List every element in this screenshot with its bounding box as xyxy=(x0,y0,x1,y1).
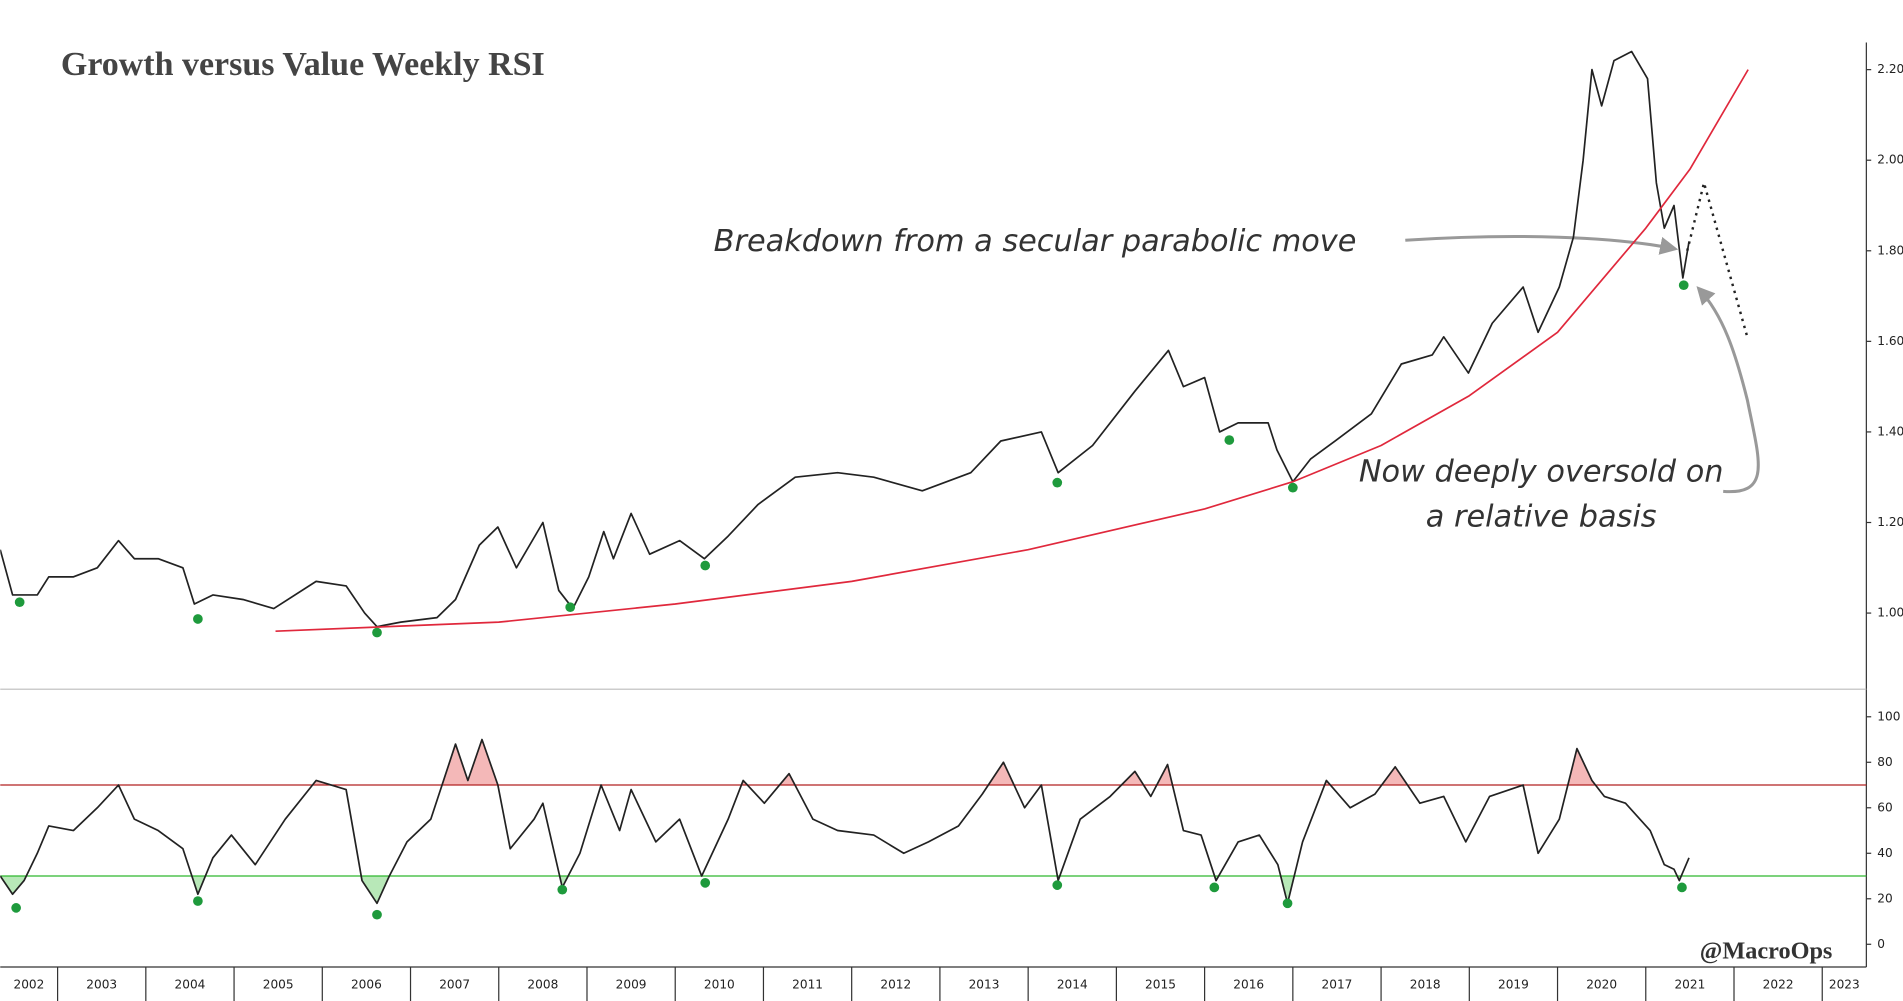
x-tick-label: 2012 xyxy=(880,978,911,992)
series-line xyxy=(0,738,1690,905)
x-tick-label: 2009 xyxy=(616,978,647,992)
y-tick-label: 0 xyxy=(1877,937,1885,951)
x-tick-label: 2008 xyxy=(527,978,558,992)
y-tick-label: 1.80 xyxy=(1877,243,1903,257)
chart-title: Growth versus Value Weekly RSI xyxy=(61,46,545,83)
annotation: a relative basis xyxy=(1426,500,1657,535)
trough-marker xyxy=(193,896,203,906)
arrow xyxy=(1696,286,1760,494)
trough-marker xyxy=(1677,882,1687,893)
x-tick-label: 2023 xyxy=(1829,978,1860,992)
trough-marker xyxy=(14,597,25,608)
trough-marker xyxy=(1209,882,1220,893)
trough-marker xyxy=(372,627,382,638)
x-tick-label: 2016 xyxy=(1233,978,1264,992)
x-tick-label: 2018 xyxy=(1410,978,1441,992)
y-tick-label: 80 xyxy=(1877,755,1892,769)
y-tick-label: 2.00 xyxy=(1877,153,1903,167)
y-tick-label: 1.20 xyxy=(1877,515,1903,529)
x-tick-label: 2003 xyxy=(86,978,117,992)
y-tick-label: 20 xyxy=(1877,891,1892,905)
y-tick-label: 2.20 xyxy=(1877,62,1903,76)
trough-marker xyxy=(565,602,576,613)
x-tick-label: 2011 xyxy=(792,978,823,992)
x-tick-label: 2010 xyxy=(704,978,735,992)
series-line xyxy=(0,50,1690,628)
y-tick-label: 1.00 xyxy=(1877,606,1903,620)
x-tick-label: 2014 xyxy=(1057,978,1088,992)
y-tick-label: 1.60 xyxy=(1877,334,1903,348)
trough-marker xyxy=(193,614,203,624)
trough-marker xyxy=(1224,435,1235,445)
x-tick-label: 2015 xyxy=(1145,978,1176,992)
series-line xyxy=(275,69,1749,633)
trough-marker xyxy=(1287,482,1298,493)
series-line xyxy=(1686,181,1749,338)
x-tick-label: 2021 xyxy=(1674,978,1705,992)
trough-marker xyxy=(1052,880,1063,890)
watermark: @MacroOps xyxy=(1700,938,1833,965)
arrow xyxy=(1405,234,1679,255)
trough-marker xyxy=(1678,280,1689,291)
x-tick-label: 2004 xyxy=(175,978,206,992)
x-tick-label: 2020 xyxy=(1586,978,1617,992)
x-tick-label: 2013 xyxy=(969,978,1000,992)
x-tick-label: 2005 xyxy=(263,978,294,992)
trough-marker xyxy=(700,877,711,888)
y-tick-label: 60 xyxy=(1877,800,1892,814)
x-tick-label: 2019 xyxy=(1498,978,1529,992)
x-tick-label: 2002 xyxy=(13,978,44,992)
x-tick-label: 2006 xyxy=(351,978,382,992)
x-tick-label: 2007 xyxy=(439,978,470,992)
y-tick-label: 100 xyxy=(1877,709,1900,723)
x-tick-label: 2022 xyxy=(1763,978,1794,992)
trough-marker xyxy=(1282,898,1293,909)
trough-marker xyxy=(1052,477,1063,488)
trough-marker xyxy=(11,903,21,913)
trough-marker xyxy=(557,884,568,895)
trough-marker xyxy=(372,909,382,920)
annotation: Breakdown from a secular parabolic move xyxy=(714,224,1357,259)
trough-marker xyxy=(700,560,711,571)
y-tick-label: 40 xyxy=(1877,846,1892,860)
x-tick-label: 2017 xyxy=(1322,978,1353,992)
annotation: Now deeply oversold on xyxy=(1359,455,1724,490)
y-tick-label: 1.40 xyxy=(1877,424,1903,438)
